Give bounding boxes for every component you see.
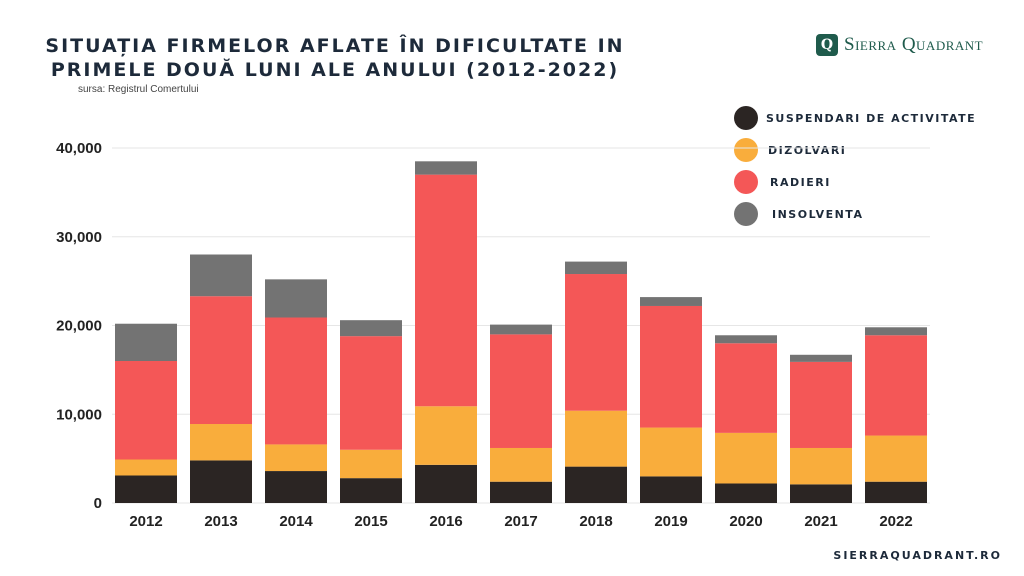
bar-radieri-2020 <box>715 343 777 433</box>
bar-radieri-2021 <box>790 361 852 448</box>
bar-insolventa-2021 <box>790 354 852 362</box>
bar-insolventa-2022 <box>865 327 927 336</box>
bar-dizolvari-2019 <box>640 427 702 477</box>
bar-insolventa-2012 <box>115 323 177 361</box>
legend-item-dizolvari: DIZOLVARI <box>734 134 976 166</box>
bar-suspendari-de-activitate-2015 <box>340 478 402 503</box>
bar-suspendari-de-activitate-2016 <box>415 464 477 503</box>
bar-radieri-2014 <box>265 317 327 445</box>
legend-swatch-radieri <box>734 170 758 194</box>
bar-insolventa-2016 <box>415 161 477 175</box>
y-tick-label-4: 40,000 <box>56 140 102 157</box>
bar-suspendari-de-activitate-2018 <box>565 466 627 503</box>
legend-swatch-suspendari <box>734 106 758 130</box>
chart-title: SITUAȚIA FIRMELOR AFLATE ÎN DIFICULTATE … <box>0 34 670 82</box>
x-tick-label-2019: 2019 <box>654 513 687 530</box>
chart-title-line-1: SITUAȚIA FIRMELOR AFLATE ÎN DIFICULTATE … <box>45 35 625 57</box>
legend-label-radieri: RADIERI <box>770 175 831 189</box>
logo-mark-icon: Q <box>816 34 838 56</box>
bar-suspendari-de-activitate-2022 <box>865 481 927 503</box>
legend-swatch-dizolvari <box>734 138 758 162</box>
bar-suspendari-de-activitate-2013 <box>190 460 252 503</box>
bar-radieri-2015 <box>340 336 402 450</box>
bar-insolventa-2015 <box>340 320 402 337</box>
bar-dizolvari-2013 <box>190 424 252 461</box>
x-tick-label-2016: 2016 <box>429 513 462 530</box>
bar-insolventa-2014 <box>265 279 327 318</box>
bar-insolventa-2013 <box>190 254 252 297</box>
x-tick-label-2012: 2012 <box>129 513 162 530</box>
bar-radieri-2019 <box>640 305 702 428</box>
bar-dizolvari-2017 <box>490 447 552 482</box>
chart-legend: SUSPENDARI DE ACTIVITATE DIZOLVARI RADIE… <box>734 102 976 230</box>
bar-suspendari-de-activitate-2021 <box>790 484 852 503</box>
x-tick-label-2018: 2018 <box>579 513 612 530</box>
legend-label-dizolvari: DIZOLVARI <box>768 143 847 157</box>
bar-dizolvari-2022 <box>865 435 927 482</box>
bar-radieri-2013 <box>190 296 252 425</box>
y-tick-label-3: 30,000 <box>56 229 102 246</box>
y-tick-label-2: 20,000 <box>56 318 102 335</box>
bar-dizolvari-2012 <box>115 459 177 476</box>
legend-item-radieri: RADIERI <box>734 166 976 198</box>
legend-item-suspendari: SUSPENDARI DE ACTIVITATE <box>734 102 976 134</box>
x-tick-label-2013: 2013 <box>204 513 237 530</box>
legend-label-insolventa: INSOLVENTA <box>772 207 864 221</box>
x-tick-label-2014: 2014 <box>279 513 313 530</box>
legend-item-insolventa: INSOLVENTA <box>734 198 976 230</box>
bar-dizolvari-2020 <box>715 432 777 484</box>
bar-dizolvari-2015 <box>340 449 402 479</box>
bar-radieri-2018 <box>565 274 627 411</box>
bar-insolventa-2019 <box>640 297 702 306</box>
legend-swatch-insolventa <box>734 202 758 226</box>
bar-insolventa-2017 <box>490 324 552 335</box>
x-tick-label-2021: 2021 <box>804 513 837 530</box>
brand-logo: Q Sierra Quadrant <box>816 32 983 58</box>
x-tick-label-2017: 2017 <box>504 513 537 530</box>
bar-radieri-2017 <box>490 334 552 448</box>
bar-suspendari-de-activitate-2019 <box>640 476 702 503</box>
bar-radieri-2012 <box>115 361 177 460</box>
bar-insolventa-2018 <box>565 261 627 275</box>
bar-suspendari-de-activitate-2014 <box>265 471 327 503</box>
logo-text: Sierra Quadrant <box>844 34 984 55</box>
bar-dizolvari-2016 <box>415 406 477 465</box>
legend-label-suspendari: SUSPENDARI DE ACTIVITATE <box>766 111 977 125</box>
bar-radieri-2016 <box>415 174 477 407</box>
bar-dizolvari-2014 <box>265 444 327 472</box>
chart-title-line-2: PRIMELE DOUĂ LUNI ALE ANULUI (2012-2022) <box>50 59 620 81</box>
bar-radieri-2022 <box>865 335 927 436</box>
website-link[interactable]: SIERRAQUADRANT.RO <box>833 549 1002 562</box>
x-tick-label-2015: 2015 <box>354 513 387 530</box>
bar-dizolvari-2018 <box>565 410 627 467</box>
bar-suspendari-de-activitate-2012 <box>115 475 177 503</box>
x-tick-label-2022: 2022 <box>879 513 912 530</box>
chart-source: sursa: Registrul Comertului <box>78 84 199 95</box>
y-tick-label-1: 10,000 <box>56 406 102 423</box>
bar-suspendari-de-activitate-2017 <box>490 481 552 503</box>
x-tick-label-2020: 2020 <box>729 513 762 530</box>
bar-dizolvari-2021 <box>790 447 852 485</box>
bar-suspendari-de-activitate-2020 <box>715 483 777 503</box>
bar-insolventa-2020 <box>715 335 777 344</box>
y-tick-label-0: 0 <box>94 495 102 512</box>
